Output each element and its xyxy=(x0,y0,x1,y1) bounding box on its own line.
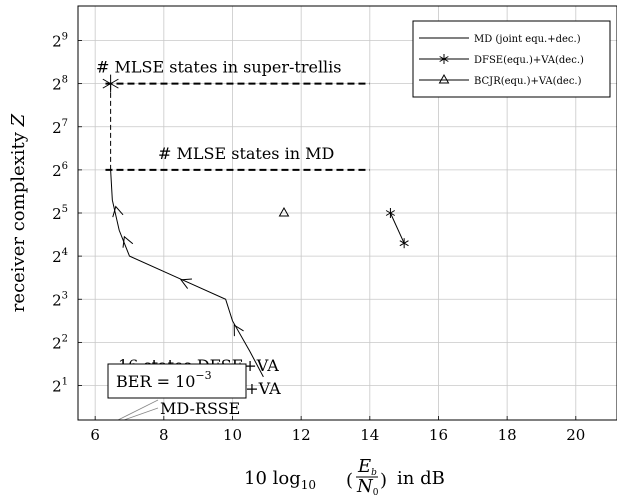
md-rsse-pointer xyxy=(123,407,159,421)
ber-label: BER = 10−3 xyxy=(116,369,212,391)
x-tick-label: 6 xyxy=(90,426,100,444)
label-md-rsse: MD-RSSE xyxy=(160,399,240,418)
y-tick-label: 24 xyxy=(52,247,68,266)
x-tick-label: 20 xyxy=(566,426,585,444)
x-tick-label: 16 xyxy=(429,426,448,444)
series xyxy=(110,169,409,378)
svg-text:N0: N0 xyxy=(356,476,379,498)
legend-marker-2 xyxy=(438,73,450,84)
legend-label-0: MD (joint equ.+dec.) xyxy=(474,34,581,45)
x-tick-label: 8 xyxy=(159,426,169,444)
axis-ticks: 6 8 10 12 14 16 18 20 21 22 23 24 25 26 27 28 29 xyxy=(52,32,585,445)
y-tick-label: 21 xyxy=(52,377,68,396)
label-super-trellis: # MLSE states in super-trellis xyxy=(96,58,342,77)
super-trellis-star xyxy=(102,78,119,89)
y-tick-label: 26 xyxy=(52,161,68,180)
md-arrow-2 xyxy=(122,235,134,248)
y-axis-label: receiver complexity Z xyxy=(8,113,29,312)
y-tick-label: 22 xyxy=(52,333,68,352)
annotations: # MLSE states in super-trellis # MLSE sta… xyxy=(96,58,342,421)
md-arrow-0 xyxy=(233,324,244,337)
series-marker-1 xyxy=(399,240,409,247)
md-rsse-pointer xyxy=(117,399,159,421)
plot-frame xyxy=(77,5,617,421)
x-tick-label: 14 xyxy=(360,426,379,444)
svg-text:): ) xyxy=(380,470,387,491)
legend-marker-1 xyxy=(439,56,449,62)
y-tick-label: 27 xyxy=(52,118,68,137)
reference-lines xyxy=(102,74,370,171)
legend: MD (joint equ.+dec.) DFSE(equ.)+VA(dec.) B… xyxy=(412,20,611,98)
series-marker-1 xyxy=(385,210,395,216)
svg-text:10 log10: 10 log10 xyxy=(244,468,316,492)
series-line-1 xyxy=(389,212,405,244)
legend-label-1: DFSE(equ.)+VA(dec.) xyxy=(474,55,584,66)
md-arrow-1 xyxy=(180,278,192,289)
ber-box xyxy=(107,363,247,399)
y-tick-label: 25 xyxy=(52,204,68,223)
x-tick-label: 12 xyxy=(292,426,311,444)
svg-text:in dB: in dB xyxy=(397,468,445,489)
label-md-states: # MLSE states in MD xyxy=(158,144,334,163)
x-tick-label: 18 xyxy=(498,426,517,444)
legend-label-2: BCJR(equ.)+VA(dec.) xyxy=(474,76,582,87)
y-tick-label: 28 xyxy=(52,75,68,94)
y-tick-label: 23 xyxy=(52,290,68,309)
x-tick-label: 10 xyxy=(223,426,242,444)
x-axis-label: 10 log10 ( Eb N0 ) in dB xyxy=(244,456,445,498)
svg-text:Eb: Eb xyxy=(357,456,377,478)
svg-text:(: ( xyxy=(346,470,353,491)
y-tick-label: 29 xyxy=(52,32,68,51)
md-arrow-3 xyxy=(112,205,124,218)
series-marker-2 xyxy=(278,206,290,217)
